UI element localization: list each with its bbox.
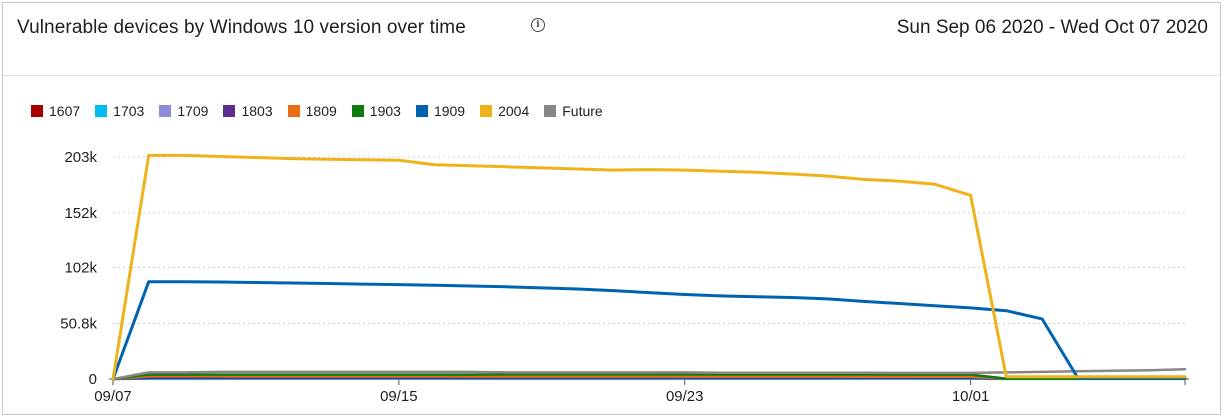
legend-label: 1703 <box>113 103 145 119</box>
legend-item-1909[interactable]: 1909 <box>415 103 466 119</box>
info-icon[interactable]: i <box>531 18 545 32</box>
legend-label: Future <box>562 103 603 119</box>
legend-item-1709[interactable]: 1709 <box>159 103 208 119</box>
gridlines <box>113 156 1185 324</box>
series-lines <box>111 153 1187 381</box>
legend-swatch <box>159 105 172 117</box>
y-tick-label: 203k <box>64 149 97 166</box>
legend-label: 1803 <box>241 103 273 119</box>
series-line-1903[interactable] <box>111 373 1187 381</box>
date-range[interactable]: Sun Sep 06 2020 - Wed Oct 07 2020 <box>896 17 1208 38</box>
legend-item-1703[interactable]: 1703 <box>95 103 144 119</box>
x-tick-label: 09/23 <box>666 388 704 405</box>
legend-item-1903[interactable]: 1903 <box>351 103 401 119</box>
line-chart: 0 50.8k 102k 152k 203k 09/07 09/15 09/23 10/01 <box>60 149 1189 405</box>
legend-swatch <box>544 105 557 117</box>
x-tick-label: 10/01 <box>952 388 990 405</box>
x-tick-label: 09/15 <box>380 388 418 405</box>
legend-swatch <box>287 105 300 117</box>
legend-label: 1809 <box>305 103 337 119</box>
legend-label: 2004 <box>498 103 530 119</box>
y-tick-label: 0 <box>89 371 97 388</box>
legend-label: 1903 <box>369 103 401 119</box>
legend-label: 1909 <box>433 103 466 119</box>
legend-label: 1607 <box>49 103 81 119</box>
legend-swatch <box>223 105 236 117</box>
legend-swatch <box>95 105 108 117</box>
card-header: Vulnerable devices by Windows 10 version… <box>3 3 1220 76</box>
legend-item-2004[interactable]: 2004 <box>480 103 529 119</box>
chart-legend: 1607 1703 1709 1803 1809 1903 1909 2004 Future <box>31 103 618 119</box>
series-line-2004[interactable] <box>111 153 1187 381</box>
legend-swatch <box>351 105 364 117</box>
series-line-1909[interactable] <box>111 280 1187 381</box>
legend-item-1809[interactable]: 1809 <box>287 103 337 119</box>
legend-swatch <box>415 105 428 117</box>
legend-item-future[interactable]: Future <box>544 103 603 119</box>
legend-item-1803[interactable]: 1803 <box>223 103 273 119</box>
legend-swatch <box>31 105 43 117</box>
y-tick-label: 102k <box>64 259 97 276</box>
y-tick-label: 50.8k <box>60 315 97 332</box>
y-tick-label: 152k <box>64 205 97 222</box>
legend-item-1607[interactable]: 1607 <box>31 103 80 119</box>
chart-title: Vulnerable devices by Windows 10 version… <box>17 17 466 38</box>
legend-label: 1709 <box>177 103 209 119</box>
x-tick-label: 09/07 <box>94 388 132 405</box>
legend-swatch <box>480 105 493 117</box>
